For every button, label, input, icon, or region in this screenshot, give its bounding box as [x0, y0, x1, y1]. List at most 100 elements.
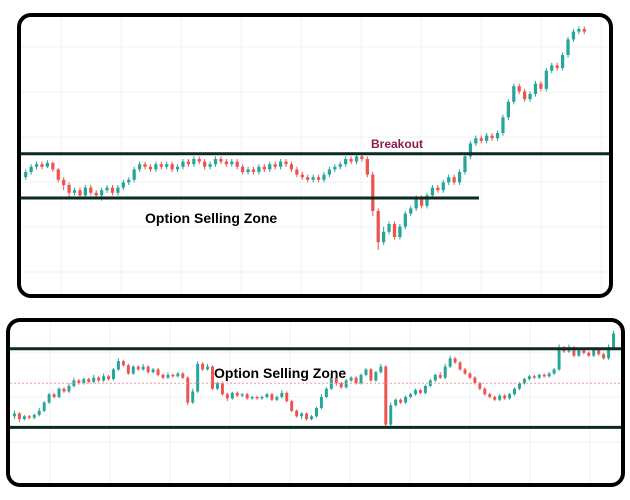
- bottom-chart-panel: Option Selling Zone: [6, 318, 625, 487]
- candle-body: [508, 394, 512, 399]
- candle-body: [517, 86, 521, 92]
- candle-body: [359, 374, 363, 384]
- candle-body: [403, 213, 407, 227]
- candle-body: [488, 394, 492, 397]
- candle-body: [365, 159, 369, 175]
- candle-body: [344, 159, 348, 165]
- candle-body: [29, 166, 33, 172]
- candle-body: [376, 211, 380, 243]
- candle-body: [409, 208, 413, 214]
- bottom-grid: [10, 322, 621, 483]
- candle-body: [354, 156, 359, 162]
- candle-body: [116, 187, 120, 193]
- candle-body: [148, 166, 153, 170]
- candle-body: [12, 413, 16, 417]
- candle-body: [192, 159, 196, 165]
- candle-body: [295, 410, 299, 417]
- candle-body: [126, 365, 130, 374]
- candle-body: [399, 399, 403, 403]
- candle-body: [473, 377, 477, 384]
- candle-body: [77, 380, 81, 384]
- candle-body: [493, 397, 497, 400]
- candle-body: [220, 383, 224, 395]
- candle-body: [201, 363, 205, 370]
- candle-body: [334, 377, 338, 384]
- candle-body: [495, 133, 500, 139]
- candle-body: [116, 361, 120, 370]
- candle-body: [206, 366, 210, 370]
- candle-body: [255, 397, 259, 399]
- candle-body: [483, 388, 487, 395]
- candle-body: [87, 379, 91, 382]
- candle-body: [418, 390, 422, 393]
- candle-body: [171, 374, 175, 377]
- candle-body: [310, 416, 314, 420]
- candle-body: [587, 352, 591, 356]
- candle-body: [479, 138, 483, 141]
- candle-body: [387, 224, 391, 232]
- candle-body: [56, 169, 60, 180]
- candle-body: [52, 394, 56, 397]
- candle-body: [423, 385, 427, 393]
- candle-body: [577, 350, 581, 356]
- candle-body: [319, 397, 323, 409]
- candle-body: [196, 363, 200, 392]
- candle-body: [306, 177, 310, 180]
- candle-body: [528, 94, 532, 100]
- candle-body: [67, 185, 71, 193]
- candle-body: [316, 177, 321, 180]
- candle-body: [42, 402, 46, 411]
- candle-body: [344, 380, 348, 388]
- candle-body: [240, 394, 244, 396]
- candle-body: [224, 161, 228, 165]
- candle-body: [175, 166, 180, 170]
- candle-body: [32, 414, 36, 418]
- candle-body: [186, 377, 190, 403]
- candle-body: [555, 65, 559, 68]
- candle-body: [527, 376, 531, 380]
- candle-body: [166, 374, 170, 378]
- candle-body: [453, 358, 457, 363]
- candle-body: [369, 369, 373, 381]
- candle-body: [197, 159, 201, 162]
- candle-body: [404, 397, 408, 403]
- candle-body: [97, 377, 101, 381]
- candle-body: [597, 350, 601, 355]
- candle-body: [498, 395, 502, 400]
- candle-body: [438, 374, 442, 378]
- candle-body: [225, 394, 229, 399]
- candle-body: [523, 91, 527, 100]
- candle-body: [154, 164, 158, 170]
- candle-body: [339, 383, 343, 388]
- candle-body: [394, 399, 398, 406]
- candle-body: [384, 366, 388, 425]
- candle-body: [176, 373, 180, 377]
- candle-body: [433, 374, 437, 381]
- candle-body: [161, 374, 165, 378]
- candle-body: [517, 383, 521, 389]
- candle-body: [468, 143, 473, 157]
- candle-body: [121, 361, 125, 366]
- candle-body: [443, 366, 447, 378]
- candle-body: [57, 388, 61, 397]
- candle-body: [215, 383, 219, 389]
- candle-body: [211, 366, 214, 389]
- candle-body: [67, 385, 71, 392]
- candle-body: [327, 169, 332, 175]
- candle-body: [17, 413, 21, 420]
- candle-body: [100, 190, 104, 196]
- candle-body: [260, 397, 264, 399]
- candle-body: [270, 394, 274, 400]
- candle-body: [448, 358, 452, 367]
- candle-body: [441, 182, 445, 191]
- candle-body: [452, 177, 456, 183]
- candle-body: [181, 161, 185, 167]
- candle-body: [245, 394, 249, 399]
- candle-body: [425, 195, 429, 206]
- candle-body: [37, 410, 41, 415]
- candle-body: [156, 369, 160, 375]
- candle-body: [557, 347, 561, 370]
- candle-body: [235, 161, 239, 167]
- candle-body: [131, 366, 135, 374]
- candle-body: [24, 172, 28, 178]
